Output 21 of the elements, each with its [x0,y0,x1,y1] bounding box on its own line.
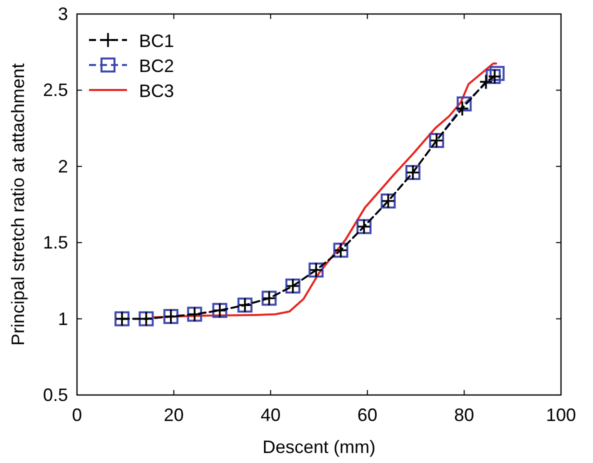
legend-label: BC2 [139,56,174,76]
point [455,100,470,116]
x-tick-label: 80 [454,405,474,425]
point [456,96,472,112]
legend-label: BC3 [139,81,174,101]
x-axis-title: Descent (mm) [262,437,376,457]
point [490,66,505,81]
x-tick-label: 100 [546,405,576,425]
y-tick-label: 2.5 [42,80,68,100]
x-tick-label: 20 [164,405,184,425]
x-tick-label: 40 [260,405,281,425]
x-tick-label: 0 [72,405,82,425]
y-tick-label: 2 [58,156,68,176]
y-tick-label: 3 [58,4,68,24]
legend-label: BC1 [139,31,174,51]
y-tick-label: 0.5 [42,385,68,405]
x-tick-label: 60 [357,405,378,425]
y-tick-label: 1.5 [42,232,68,253]
point [479,74,493,90]
y-axis-title: Principal stretch ratio at attachment [8,63,28,346]
y-tick-label: 1 [58,308,68,329]
